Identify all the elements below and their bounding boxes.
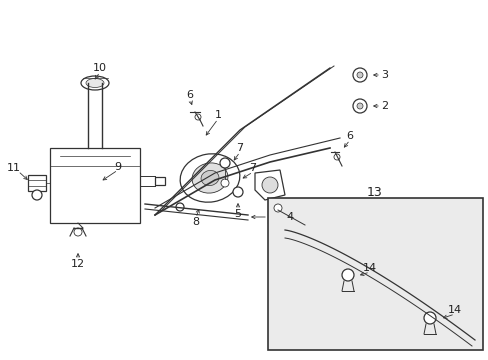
Text: 10: 10 (93, 63, 107, 73)
Circle shape (262, 177, 278, 193)
Ellipse shape (201, 170, 219, 185)
Circle shape (333, 154, 339, 160)
Text: 12: 12 (71, 259, 85, 269)
Text: 1: 1 (214, 110, 221, 120)
Circle shape (356, 103, 362, 109)
Bar (267, 211, 287, 223)
Ellipse shape (192, 163, 227, 193)
Text: 8: 8 (192, 217, 199, 227)
Circle shape (423, 312, 435, 324)
Text: 6: 6 (186, 90, 193, 100)
Circle shape (220, 158, 229, 168)
Text: 2: 2 (381, 101, 388, 111)
Text: 4: 4 (285, 212, 292, 222)
Circle shape (176, 203, 183, 211)
Text: 9: 9 (114, 162, 122, 172)
Text: 7: 7 (236, 143, 243, 153)
Text: 11: 11 (7, 163, 21, 173)
Circle shape (32, 190, 42, 200)
Circle shape (232, 187, 243, 197)
Circle shape (352, 68, 366, 82)
Polygon shape (254, 170, 285, 200)
Text: 7: 7 (249, 163, 256, 173)
Bar (28, 175, 46, 191)
Bar (267, 198, 482, 350)
Circle shape (221, 179, 228, 187)
Circle shape (341, 269, 353, 281)
Ellipse shape (180, 154, 239, 202)
Circle shape (195, 114, 201, 120)
Ellipse shape (81, 76, 109, 90)
Text: 5: 5 (234, 209, 241, 219)
Text: 14: 14 (362, 263, 376, 273)
Text: 13: 13 (366, 185, 382, 198)
Circle shape (273, 204, 282, 212)
Bar (155, 177, 164, 185)
Text: 14: 14 (447, 305, 461, 315)
Circle shape (74, 228, 82, 236)
Ellipse shape (86, 78, 104, 87)
Circle shape (352, 99, 366, 113)
Text: 3: 3 (381, 70, 387, 80)
Text: 6: 6 (346, 131, 353, 141)
Circle shape (356, 72, 362, 78)
Bar (50, 148, 140, 223)
